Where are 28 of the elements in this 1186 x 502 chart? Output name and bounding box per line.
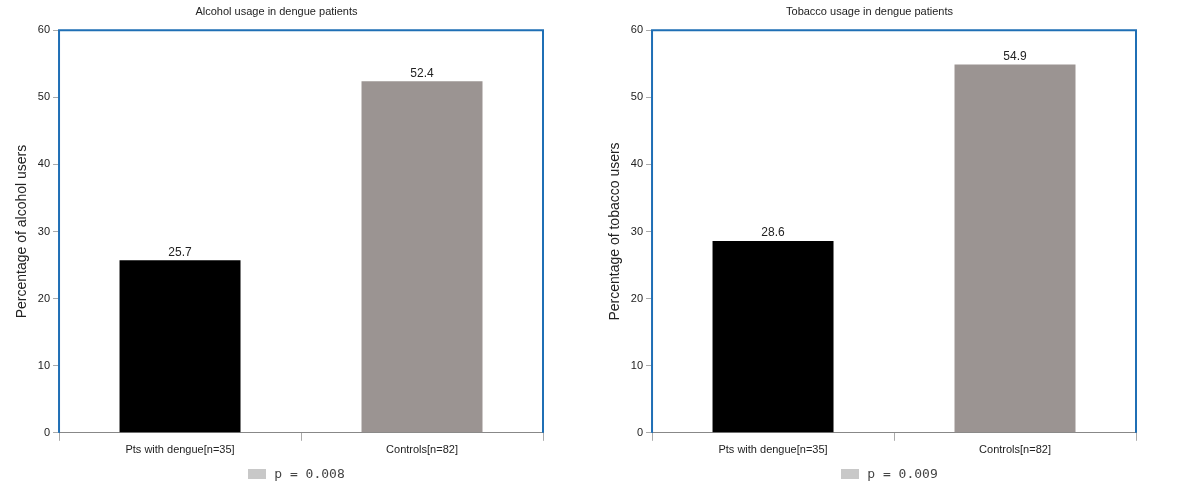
y-tick-label: 0 [636, 425, 644, 438]
y-tick-label: 40 [37, 157, 51, 170]
y-tick-label: 20 [37, 291, 51, 304]
text: p = 0.008 [274, 466, 345, 481]
y-tick-label: 20 [630, 291, 644, 304]
data-label: 28.6 [761, 225, 786, 240]
y-tick-label: 60 [630, 23, 644, 36]
y-tick-label: 10 [37, 358, 51, 371]
x-tick-label: Controls[n=82] [979, 443, 1051, 456]
y-axis-title: Percentage of alcohol users [13, 144, 30, 319]
data-label: 25.7 [168, 244, 193, 259]
y-tick-label: 50 [37, 90, 51, 103]
x-tick-label: Pts with dengue[n=35] [718, 443, 828, 456]
y-tick-label: 10 [630, 358, 644, 371]
y-tick-label: 30 [37, 224, 51, 237]
x-tick-label: Pts with dengue[n=35] [125, 443, 235, 456]
data-label: 52.4 [410, 65, 435, 80]
y-tick-label: 40 [630, 157, 644, 170]
y-tick-label: 50 [630, 90, 644, 103]
chart-title: Alcohol usage in dengue patients [195, 4, 359, 17]
y-tick-label: 30 [630, 224, 644, 237]
y-tick-label: 0 [43, 425, 51, 438]
data-label: 54.9 [1003, 48, 1028, 63]
x-tick-label: Controls[n=82] [386, 443, 458, 456]
text: p = 0.009 [867, 466, 938, 481]
y-axis-title: Percentage of tobacco users [606, 142, 623, 321]
y-tick-label: 60 [37, 23, 51, 36]
chart-title: Tobacco usage in dengue patients [786, 4, 954, 17]
